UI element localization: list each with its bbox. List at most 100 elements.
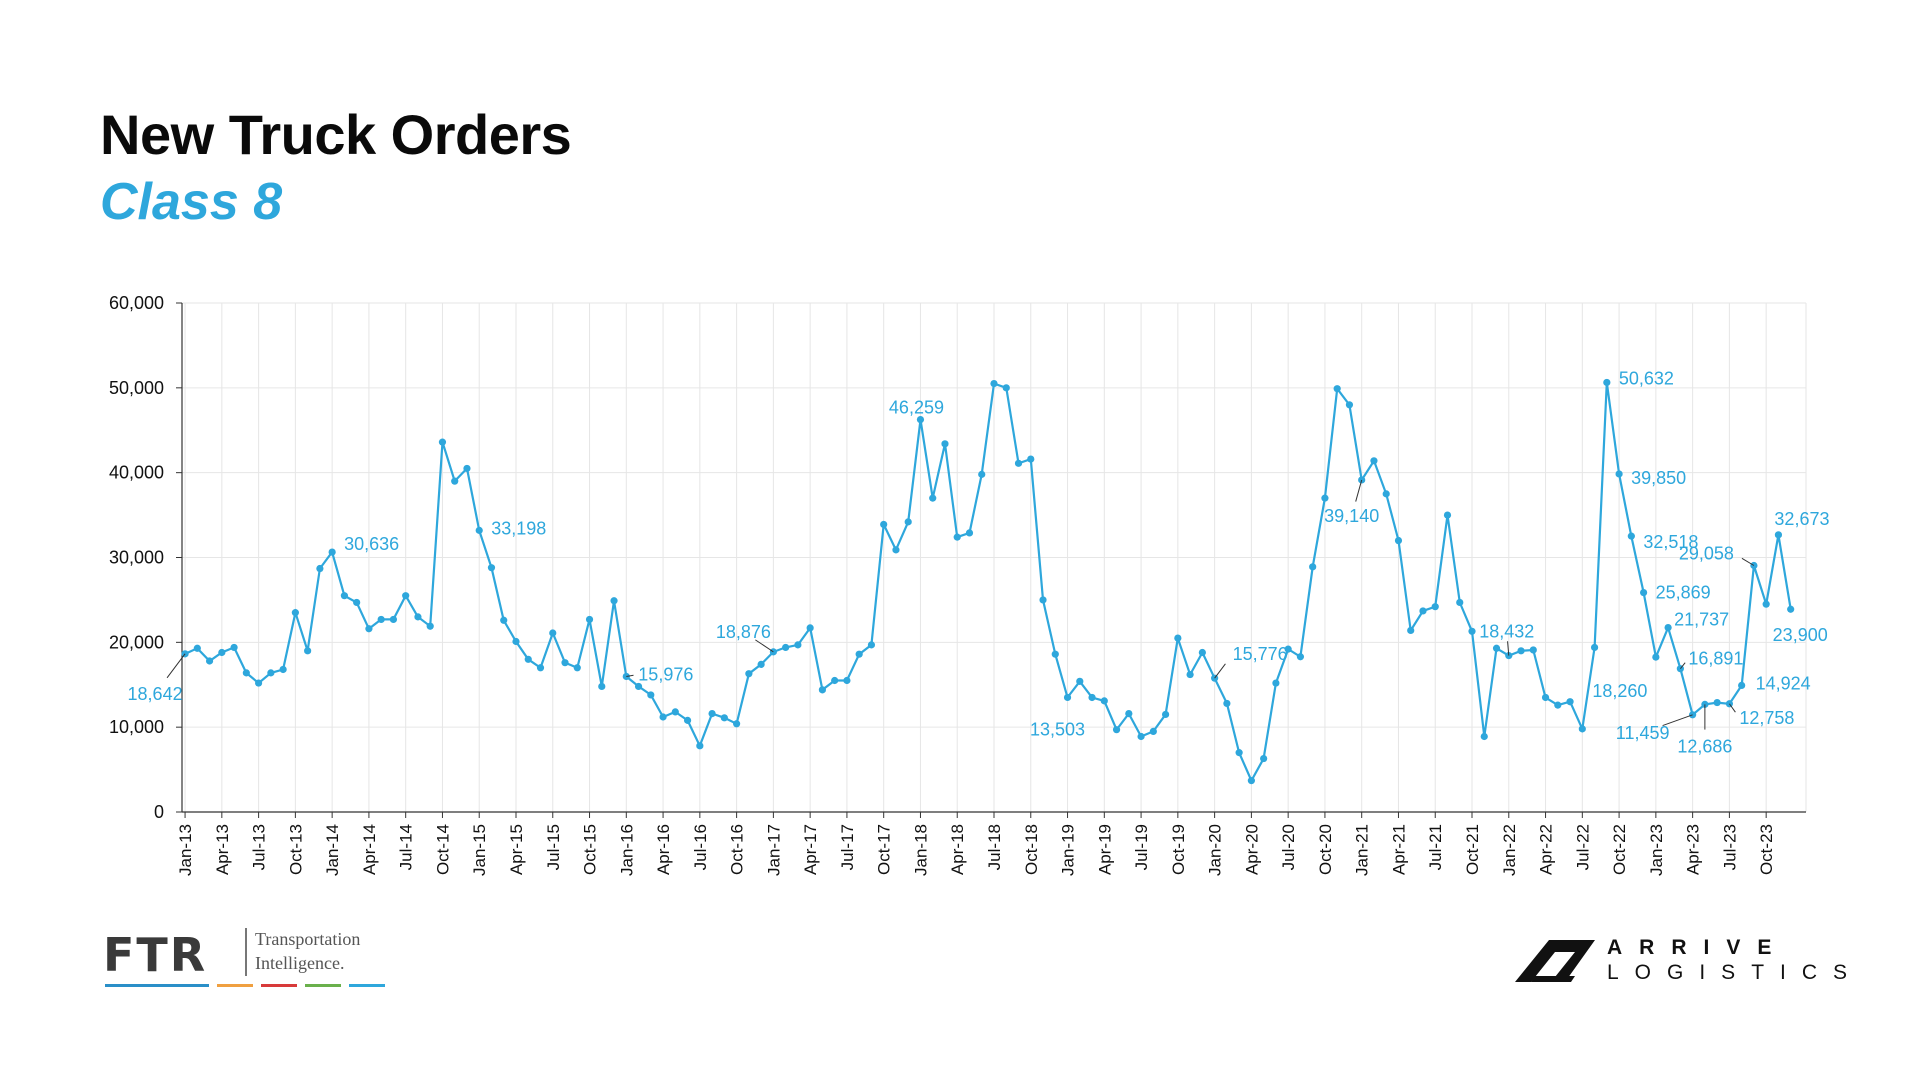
x-tick-label: Apr-14 <box>360 824 379 875</box>
data-point <box>1333 385 1341 393</box>
data-point <box>205 657 214 665</box>
x-tick-label: Jan-14 <box>323 824 342 876</box>
data-label: 16,891 <box>1688 649 1743 669</box>
data-point <box>1750 561 1758 570</box>
x-tick-label: Oct-17 <box>875 824 894 875</box>
label-leader-line <box>1355 479 1363 502</box>
data-point <box>1394 536 1403 545</box>
x-tick-label: Jan-21 <box>1353 824 1372 876</box>
ftr-bar-red <box>261 984 297 987</box>
data-point <box>561 659 569 667</box>
x-tick-label: Oct-16 <box>728 824 747 875</box>
data-point <box>953 533 961 541</box>
data-point <box>218 648 226 657</box>
grid <box>182 302 1807 812</box>
data-point <box>1566 698 1574 706</box>
data-point <box>1260 754 1268 763</box>
data-point <box>1112 726 1121 734</box>
x-tick-label: Jan-23 <box>1647 824 1666 876</box>
data-point <box>696 742 704 750</box>
data-point <box>855 650 863 658</box>
data-point <box>1002 384 1010 392</box>
data-point <box>1640 588 1648 597</box>
chart-subtitle: Class 8 <box>100 173 283 231</box>
x-tick-label: Jul-17 <box>838 824 857 870</box>
data-label: 12,758 <box>1739 708 1794 728</box>
ftr-logo: FTR Transportation Intelligence. <box>103 924 403 990</box>
y-tick-label: 10,000 <box>109 717 164 737</box>
y-tick-label: 60,000 <box>109 293 164 313</box>
data-point <box>782 643 790 652</box>
data-point <box>1627 532 1635 540</box>
data-point <box>475 526 483 534</box>
x-tick-label: Jan-15 <box>470 824 489 876</box>
data-point <box>1247 777 1255 785</box>
data-point <box>389 615 398 624</box>
x-tick-label: Apr-13 <box>213 824 232 875</box>
data-label: 30,636 <box>344 534 399 554</box>
x-tick-label: Apr-22 <box>1537 824 1556 875</box>
data-label: 18,432 <box>1479 622 1534 642</box>
chart-title: New Truck Orders <box>100 103 572 166</box>
data-point <box>647 691 655 699</box>
data-point <box>1370 457 1378 465</box>
data-point <box>1211 674 1219 682</box>
data-label: 18,876 <box>716 622 771 642</box>
data-label: 29,058 <box>1679 543 1734 563</box>
x-tick-label: Jul-18 <box>985 824 1004 870</box>
data-point <box>487 564 496 572</box>
data-label: 32,518 <box>1643 532 1698 552</box>
x-tick-label: Apr-19 <box>1095 824 1114 875</box>
axes <box>176 302 1806 818</box>
data-point <box>745 670 753 678</box>
x-tick-label: Jul-19 <box>1132 824 1151 870</box>
data-point <box>1529 646 1537 654</box>
data-point <box>1382 490 1390 498</box>
ftr-logo-mark: FTR <box>103 928 208 982</box>
data-point <box>1738 681 1746 689</box>
data-point <box>1223 699 1231 708</box>
data-point <box>1100 697 1108 705</box>
data-point <box>1345 401 1354 409</box>
data-point <box>929 494 937 502</box>
data-point <box>1517 647 1525 655</box>
data-point <box>1419 607 1427 615</box>
x-tick-label: Apr-20 <box>1242 824 1261 875</box>
label-leader-line <box>755 639 774 653</box>
y-tick-label: 40,000 <box>109 463 164 483</box>
data-point <box>365 625 373 633</box>
data-point <box>1713 698 1721 707</box>
data-point <box>1063 693 1072 702</box>
data-point <box>1762 600 1770 608</box>
data-label: 15,776 <box>1233 644 1288 664</box>
data-point <box>1615 470 1623 478</box>
label-leader-line <box>1662 714 1693 727</box>
ftr-logo-divider <box>245 928 247 976</box>
ftr-bar-green <box>305 984 341 987</box>
data-point <box>1137 732 1145 741</box>
data-point <box>880 520 888 529</box>
x-tick-label: Jul-16 <box>691 824 710 870</box>
data-point <box>1431 603 1439 611</box>
data-point <box>1174 634 1182 642</box>
data-point <box>536 664 545 672</box>
data-point <box>279 665 287 674</box>
x-tick-label: Apr-21 <box>1389 824 1408 875</box>
data-point <box>1492 644 1501 652</box>
data-label: 18,260 <box>1592 681 1647 701</box>
x-tick-label: Oct-15 <box>581 824 600 875</box>
data-point <box>1468 627 1476 635</box>
data-label: 21,737 <box>1674 610 1729 630</box>
data-label: 12,686 <box>1677 736 1732 756</box>
data-point <box>340 592 348 600</box>
data-label: 18,642 <box>128 684 183 704</box>
data-point <box>720 714 728 722</box>
data-point <box>500 616 508 624</box>
data-point <box>1039 596 1047 604</box>
data-label: 15,976 <box>638 664 693 684</box>
x-tick-label: Jul-20 <box>1279 824 1298 870</box>
data-label: 13,503 <box>1030 719 1085 739</box>
data-point <box>304 647 312 655</box>
y-tick-label: 50,000 <box>109 378 164 398</box>
